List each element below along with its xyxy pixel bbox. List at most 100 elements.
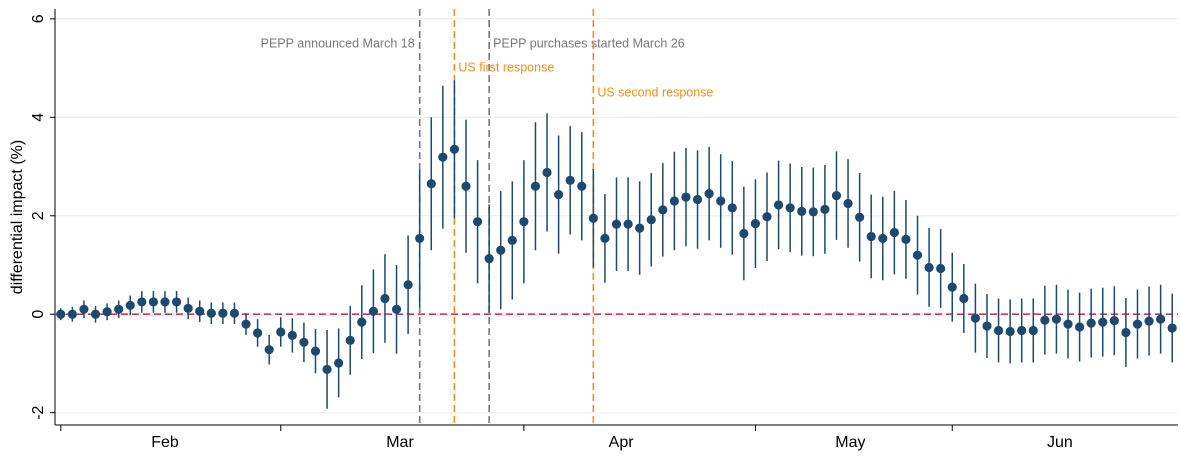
point [1098, 317, 1108, 327]
point [195, 306, 205, 316]
point [415, 233, 425, 244]
point [831, 190, 842, 201]
point [727, 203, 737, 213]
point [878, 233, 888, 244]
point [1086, 318, 1096, 328]
point [577, 181, 587, 191]
point [391, 304, 402, 314]
point [1167, 323, 1177, 333]
point [90, 309, 101, 319]
point [600, 233, 610, 244]
point [519, 217, 529, 227]
point [762, 212, 772, 222]
point [1051, 314, 1062, 324]
point [611, 219, 622, 229]
point [808, 207, 818, 217]
point [635, 223, 645, 233]
point [160, 297, 170, 307]
y-axis-label: differential impact (%) [9, 140, 26, 294]
point [287, 330, 297, 340]
point [206, 308, 216, 318]
point [253, 328, 263, 338]
point [1121, 327, 1131, 338]
point [183, 303, 193, 313]
point [345, 335, 355, 345]
point [137, 297, 147, 307]
point [380, 293, 390, 304]
point [264, 345, 274, 355]
point [623, 219, 633, 229]
point [739, 228, 749, 239]
y-tick-label: 0 [30, 310, 47, 319]
point [658, 205, 668, 215]
event-label: US second response [597, 85, 713, 99]
y-tick-label: -2 [30, 405, 47, 419]
point [843, 198, 853, 209]
y-tick-label: 4 [30, 113, 47, 122]
point [993, 325, 1004, 336]
point [588, 213, 598, 223]
point [936, 263, 946, 274]
point [669, 196, 679, 206]
point [218, 308, 228, 318]
point [1156, 314, 1166, 324]
x-tick-label: Jun [1047, 434, 1073, 451]
point [1040, 315, 1050, 325]
point [276, 327, 286, 337]
point [472, 217, 483, 227]
point [1132, 319, 1143, 329]
point [565, 175, 575, 185]
point [334, 358, 344, 368]
point [1017, 325, 1027, 336]
x-tick-label: Feb [151, 434, 179, 451]
point [785, 203, 795, 213]
event-label: PEPP announced March 18 [261, 36, 415, 50]
point [114, 304, 124, 314]
point [692, 194, 703, 205]
point [79, 304, 89, 314]
point [1109, 316, 1119, 326]
point [542, 167, 552, 178]
point [241, 319, 251, 329]
point [56, 309, 66, 319]
point [1144, 316, 1154, 326]
point [310, 346, 321, 356]
point [773, 200, 784, 210]
point [716, 196, 726, 206]
point [484, 254, 494, 264]
y-tick-label: 2 [30, 211, 47, 220]
point [855, 212, 865, 222]
point [866, 231, 876, 242]
point [357, 317, 367, 327]
point [102, 307, 112, 317]
point [1074, 322, 1085, 332]
point [496, 245, 506, 255]
point [403, 280, 413, 290]
point [750, 219, 761, 229]
point [982, 321, 992, 331]
point [148, 297, 159, 307]
point [820, 204, 830, 214]
event-label: US first response [458, 60, 554, 74]
point [530, 181, 541, 191]
point [438, 152, 448, 162]
point [704, 189, 714, 199]
x-tick-label: Mar [386, 434, 414, 451]
point [889, 227, 899, 238]
point [449, 144, 460, 154]
point [646, 215, 656, 225]
y-tick-label: 6 [30, 14, 47, 23]
point [1005, 326, 1015, 337]
point [554, 190, 564, 200]
point [947, 282, 957, 292]
point [67, 309, 77, 319]
point [1028, 325, 1038, 336]
point [171, 297, 182, 307]
point [1063, 319, 1073, 329]
event-label: PEPP purchases started March 26 [493, 36, 685, 50]
point [461, 181, 471, 191]
point [125, 300, 135, 310]
point [681, 192, 691, 202]
point [299, 337, 309, 347]
